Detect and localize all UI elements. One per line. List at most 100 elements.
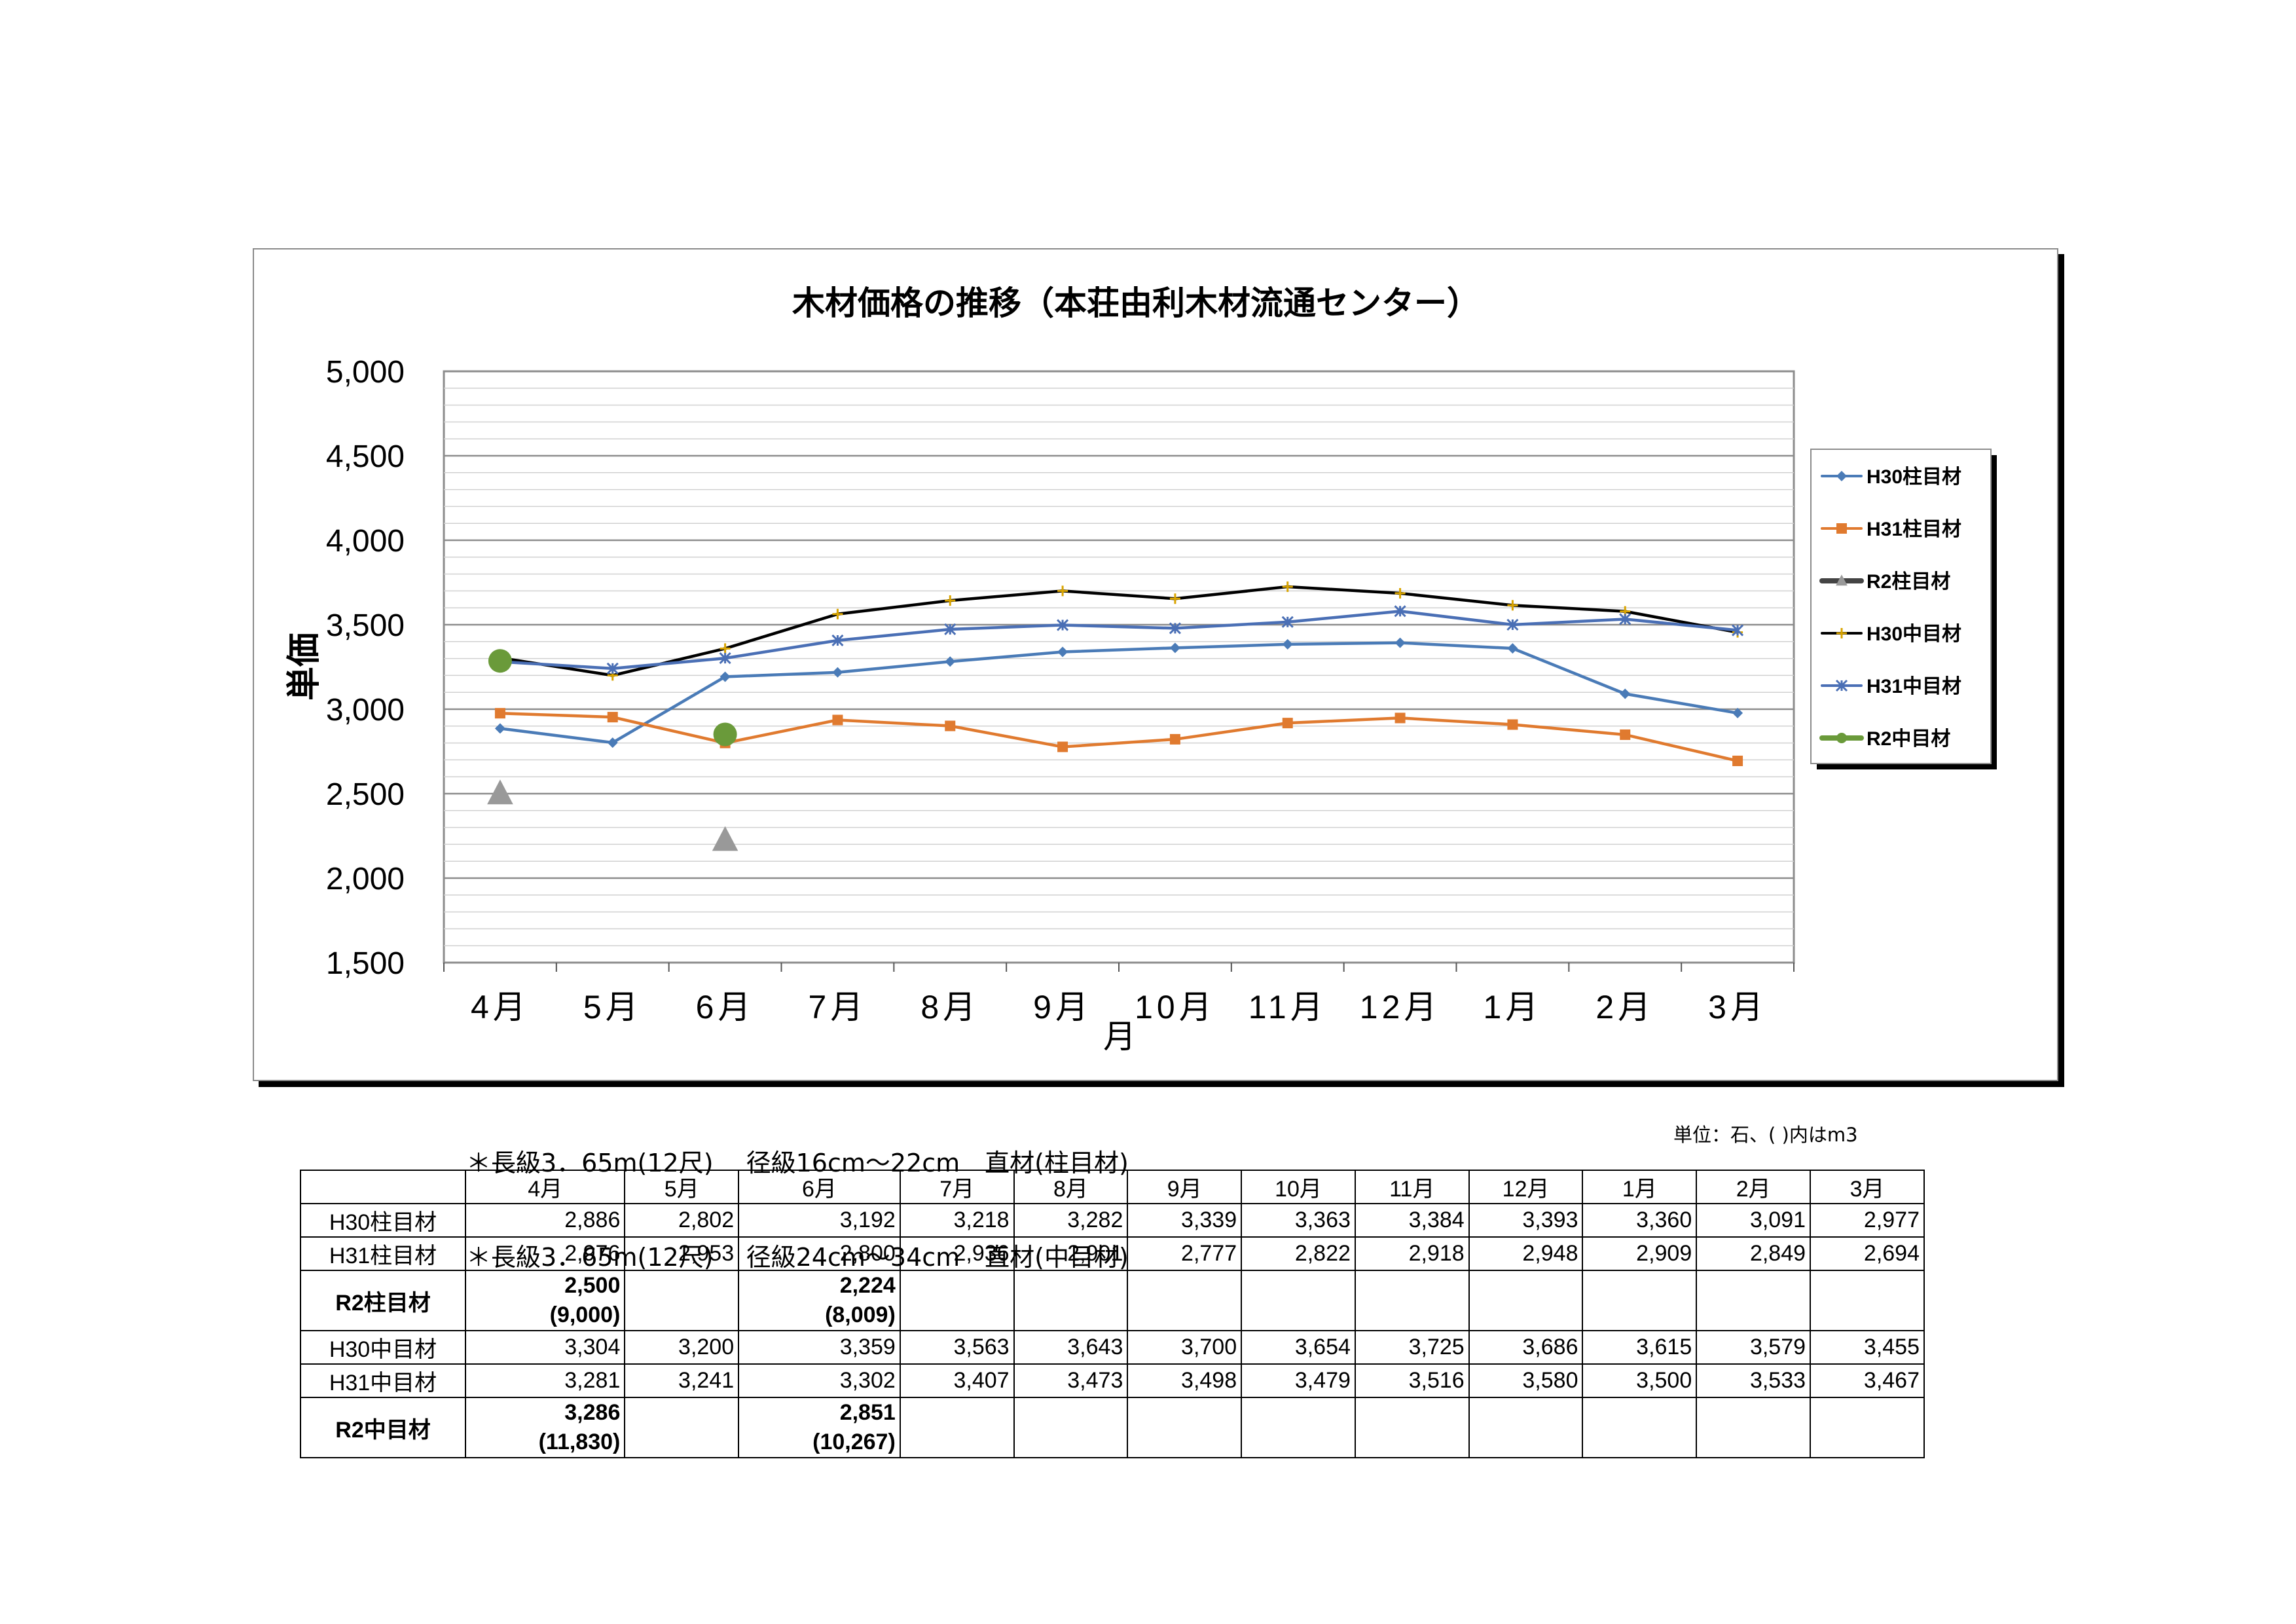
cell-volume: (10,267) xyxy=(812,1430,896,1454)
table-row-label: R2中目材 xyxy=(300,1397,466,1458)
table-cell xyxy=(1468,1270,1584,1331)
table-cell: 3,091 xyxy=(1696,1203,1812,1238)
x-tick-label: 1月 xyxy=(1484,989,1542,1025)
legend-item: R2柱目材 xyxy=(1819,571,1950,593)
table-header-cell: 9月 xyxy=(1127,1170,1243,1204)
data-point xyxy=(945,720,956,731)
table-cell: 3,393 xyxy=(1468,1203,1584,1238)
table-cell xyxy=(1241,1397,1356,1458)
data-point xyxy=(720,671,731,682)
series-1 xyxy=(494,637,1743,748)
x-axis-label: 月 xyxy=(1103,1018,1136,1055)
data-point xyxy=(1282,638,1293,650)
y-tick-label: 3,500 xyxy=(326,608,405,643)
x-tick-label: 2月 xyxy=(1595,989,1654,1025)
x-tick-label: 5月 xyxy=(583,989,642,1025)
table-cell: 3,339 xyxy=(1127,1203,1243,1238)
table-cell: 3,467 xyxy=(1810,1363,1925,1398)
table-cell: 3,192 xyxy=(738,1203,901,1238)
table-cell: 2,694 xyxy=(1810,1236,1925,1271)
table-cell: 3,615 xyxy=(1582,1330,1698,1365)
table-cell: 3,407 xyxy=(899,1363,1015,1398)
table-cell xyxy=(1810,1397,1925,1458)
legend-marker xyxy=(1835,679,1848,692)
data-point xyxy=(719,652,731,665)
series-6 xyxy=(488,649,737,747)
table-cell: 3,533 xyxy=(1696,1363,1812,1398)
data-point xyxy=(1057,619,1069,631)
legend-label: H31中目材 xyxy=(1867,676,1961,697)
legend-item: H30柱目材 xyxy=(1821,466,1961,488)
table-row: H31柱目材 2,976 2,953 2,800 2,936 2,901 2,777 2,82… xyxy=(300,1236,1925,1271)
table-row-label: H30柱目材 xyxy=(300,1203,466,1238)
table-header-cell: 7月 xyxy=(899,1170,1015,1204)
table-cell: 3,498 xyxy=(1127,1363,1243,1398)
table-cell: 2,849 xyxy=(1696,1236,1812,1271)
plot-area xyxy=(443,370,1795,964)
x-tick-label: 11月 xyxy=(1248,989,1327,1025)
data-point xyxy=(1506,618,1519,631)
table-cell: 2,822 xyxy=(1241,1236,1356,1271)
table-cell xyxy=(899,1270,1015,1331)
table-cell: 3,360 xyxy=(1582,1203,1698,1238)
table-header-row: 4月 5月 6月 7月 8月 9月 10月 11月 12月 1月 2月 3月 xyxy=(300,1170,1925,1204)
table-row-label: H30中目材 xyxy=(300,1330,466,1365)
table-cell: 3,563 xyxy=(899,1330,1015,1365)
table-cell: 3,282 xyxy=(1013,1203,1129,1238)
table-row-label: R2柱目材 xyxy=(300,1270,466,1331)
table-cell: 3,479 xyxy=(1241,1363,1356,1398)
table-cell: 2,953 xyxy=(624,1236,740,1271)
y-tick-label: 1,500 xyxy=(326,946,405,981)
table-cell: 3,654 xyxy=(1241,1330,1356,1365)
table-cell: 3,580 xyxy=(1468,1363,1584,1398)
table-cell: 2,800 xyxy=(738,1236,901,1271)
data-point xyxy=(720,643,731,654)
table-cell xyxy=(1468,1397,1584,1458)
data-point xyxy=(1057,585,1068,597)
x-tick-label: 6月 xyxy=(696,989,755,1025)
legend: H30柱目材 H31柱目材 R2柱目材 H30中目材 H31中目材 R2中目材 xyxy=(1810,449,1997,769)
table-cell: 2,802 xyxy=(624,1203,740,1238)
legend-item: R2中目材 xyxy=(1819,728,1950,750)
data-point xyxy=(1620,729,1631,740)
x-tick-label: 8月 xyxy=(920,989,979,1025)
x-tick-label: 7月 xyxy=(809,989,867,1025)
data-point xyxy=(1619,613,1631,625)
x-tick-label: 4月 xyxy=(471,989,530,1025)
data-point xyxy=(713,722,737,747)
table-cell: 3,643 xyxy=(1013,1330,1129,1365)
data-point xyxy=(1732,624,1744,637)
table-corner-cell xyxy=(300,1170,466,1204)
cell-value: 2,851 xyxy=(839,1400,896,1425)
data-point xyxy=(1732,707,1743,718)
data-point xyxy=(831,634,844,647)
table-header-cell: 11月 xyxy=(1354,1170,1470,1204)
y-axis-label: 単価 xyxy=(285,633,323,701)
table-cell: 3,363 xyxy=(1241,1203,1356,1238)
table-cell xyxy=(1013,1270,1129,1331)
data-point xyxy=(1394,637,1406,648)
table-cell: 2,777 xyxy=(1127,1236,1243,1271)
table-row: H31中目材 3,281 3,241 3,302 3,407 3,473 3,498 3,47… xyxy=(300,1363,1925,1398)
table-cell xyxy=(1696,1397,1812,1458)
table-cell: 3,384 xyxy=(1354,1203,1470,1238)
table-cell: 3,359 xyxy=(738,1330,901,1365)
table-cell xyxy=(1241,1270,1356,1331)
x-tick-label: 12月 xyxy=(1360,989,1441,1025)
y-tick-label: 3,000 xyxy=(326,693,405,728)
data-point xyxy=(1507,643,1518,654)
series-2 xyxy=(494,708,1743,766)
table-row: H30柱目材 2,886 2,802 3,192 3,218 3,282 3,339 3,36… xyxy=(300,1203,1925,1238)
table-header-cell: 2月 xyxy=(1696,1170,1812,1204)
table-header-cell: 12月 xyxy=(1468,1170,1584,1204)
table-cell: 2,976 xyxy=(464,1236,626,1271)
table-cell xyxy=(1127,1397,1243,1458)
data-point xyxy=(1507,600,1518,611)
data-point xyxy=(1394,588,1406,599)
table-cell: 3,500 xyxy=(1582,1363,1698,1398)
data-point xyxy=(607,712,618,723)
table-cell xyxy=(1582,1397,1698,1458)
series-line xyxy=(500,711,1738,763)
legend-label: H30中目材 xyxy=(1867,623,1961,645)
